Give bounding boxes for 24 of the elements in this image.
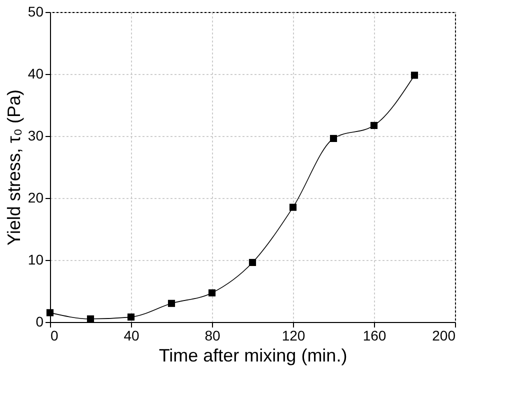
x-tick-label: 160 [362,328,386,344]
point [410,72,418,79]
point [86,315,94,322]
y-tick-label: 40 [28,66,44,82]
point [46,309,54,316]
x-tick-label: 0 [50,328,58,344]
point [208,289,216,296]
y-tick-label: 10 [28,252,44,268]
y-axis-title: Yield stress, τ₀ (Pa) [4,90,24,246]
point [330,134,338,142]
point [289,204,297,211]
y-tick-label: 20 [28,190,44,206]
x-tick-label: 40 [124,328,140,344]
x-tick-label: 120 [282,328,306,344]
point [168,300,176,307]
point [370,122,378,129]
point [127,314,135,321]
y-tick-label: 30 [28,128,44,144]
y-tick-label: 0 [36,314,44,330]
x-tick-label: 200 [432,328,456,344]
y-tick-label: 50 [28,4,44,20]
x-tick-label: 80 [204,328,220,344]
point [248,258,256,266]
x-axis-title: Time after mixing (min.) [158,346,348,366]
